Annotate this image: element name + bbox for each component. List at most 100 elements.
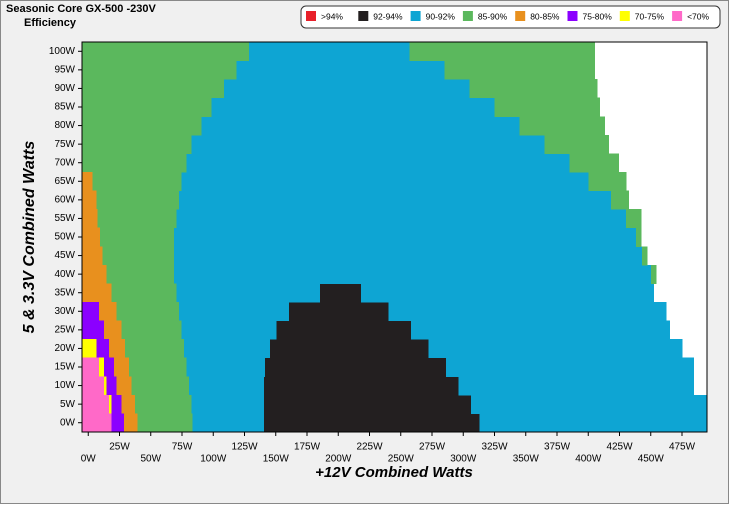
y-tick-label: 20W bbox=[54, 343, 75, 354]
region-cell bbox=[82, 264, 107, 284]
region-cell bbox=[200, 116, 520, 136]
legend-swatch bbox=[462, 11, 473, 21]
region-cell bbox=[82, 227, 100, 247]
region-cell bbox=[650, 264, 657, 284]
legend-label: 92-94% bbox=[373, 11, 403, 21]
region-cell bbox=[123, 413, 138, 433]
chart-title: Seasonic Core GX-500 -230V bbox=[6, 3, 156, 15]
region-cell bbox=[319, 283, 362, 303]
region-cell bbox=[263, 413, 480, 433]
region-cell bbox=[99, 227, 174, 247]
region-cell bbox=[105, 264, 174, 284]
y-tick-label: 40W bbox=[54, 269, 75, 280]
region-cell bbox=[445, 357, 694, 377]
y-tick-label: 15W bbox=[54, 362, 75, 373]
y-tick-label: 75W bbox=[54, 139, 75, 150]
legend-box bbox=[300, 5, 721, 29]
region-cell bbox=[569, 153, 619, 173]
region-cell bbox=[625, 209, 642, 229]
region-cell bbox=[190, 134, 545, 154]
y-tick-label: 65W bbox=[54, 176, 75, 187]
region-cell bbox=[519, 116, 605, 136]
region-cell bbox=[82, 79, 224, 99]
y-tick-label: 85W bbox=[54, 102, 75, 113]
region-cell bbox=[173, 246, 643, 266]
y-tick-label: 0W bbox=[60, 417, 76, 428]
region-cell bbox=[82, 339, 97, 359]
region-cell bbox=[82, 116, 202, 136]
region-cell bbox=[269, 339, 429, 359]
region-cell bbox=[173, 227, 637, 247]
region-cell bbox=[82, 283, 112, 303]
x-tick-label: 300W bbox=[450, 454, 477, 465]
region-cell bbox=[263, 376, 459, 396]
region-cell bbox=[175, 209, 627, 229]
region-cell bbox=[188, 376, 264, 396]
y-tick-label: 60W bbox=[54, 194, 75, 205]
region-cell bbox=[137, 413, 193, 433]
x-tick-label: 150W bbox=[263, 454, 290, 465]
y-tick-label: 30W bbox=[54, 306, 75, 317]
legend-label: 75-80% bbox=[583, 11, 613, 21]
region-cell bbox=[444, 60, 595, 80]
region-cell bbox=[82, 376, 104, 396]
x-tick-label: 200W bbox=[325, 454, 352, 465]
region-cell bbox=[95, 339, 109, 359]
region-cell bbox=[97, 209, 177, 229]
legend-label: >94% bbox=[321, 11, 343, 21]
region-cell bbox=[82, 320, 104, 340]
region-cell bbox=[192, 413, 264, 433]
legend-label: <70% bbox=[687, 11, 709, 21]
x-tick-label: 100W bbox=[200, 454, 227, 465]
region-cell bbox=[178, 190, 612, 210]
y-tick-label: 95W bbox=[54, 64, 75, 75]
x-tick-label: 125W bbox=[231, 442, 258, 453]
x-tick-label: 375W bbox=[544, 442, 571, 453]
region-cell bbox=[82, 302, 99, 322]
x-tick-label: 0W bbox=[81, 454, 97, 465]
region-cell bbox=[82, 394, 109, 414]
region-cell bbox=[82, 190, 97, 210]
region-cell bbox=[635, 227, 642, 247]
legend-label: 85-90% bbox=[478, 11, 508, 21]
x-tick-label: 325W bbox=[481, 442, 508, 453]
y-tick-label: 35W bbox=[54, 287, 75, 298]
x-tick-label: 250W bbox=[388, 454, 415, 465]
region-cell bbox=[110, 413, 124, 433]
region-cell bbox=[223, 79, 470, 99]
region-cell bbox=[185, 153, 570, 173]
region-cell bbox=[82, 172, 93, 192]
region-cell bbox=[210, 97, 495, 117]
region-cell bbox=[263, 394, 472, 414]
region-cell bbox=[113, 357, 129, 377]
region-cell bbox=[479, 413, 707, 433]
region-cell bbox=[458, 376, 694, 396]
y-axis-label: 5 & 3.3V Combined Watts bbox=[21, 141, 38, 334]
region-cell bbox=[82, 209, 98, 229]
region-cell bbox=[95, 190, 179, 210]
legend-swatch bbox=[515, 11, 526, 21]
y-tick-label: 45W bbox=[54, 250, 75, 261]
region-cell bbox=[82, 153, 187, 173]
region-cell bbox=[110, 394, 122, 414]
y-tick-label: 50W bbox=[54, 232, 75, 243]
region-cell bbox=[388, 302, 667, 322]
x-axis-label: +12V Combined Watts bbox=[315, 464, 473, 481]
x-tick-label: 75W bbox=[172, 442, 193, 453]
region-cell bbox=[82, 134, 192, 154]
x-tick-label: 175W bbox=[294, 442, 321, 453]
region-cell bbox=[108, 394, 112, 414]
y-tick-label: 5W bbox=[60, 399, 76, 410]
x-tick-label: 225W bbox=[356, 442, 383, 453]
region-cell bbox=[428, 339, 683, 359]
region-cell bbox=[82, 246, 103, 266]
region-cell bbox=[120, 394, 135, 414]
region-cell bbox=[82, 97, 212, 117]
y-tick-label: 10W bbox=[54, 380, 75, 391]
legend-swatch bbox=[306, 11, 316, 21]
region-cell bbox=[108, 339, 125, 359]
region-cell bbox=[469, 79, 598, 99]
legend-swatch bbox=[619, 11, 630, 21]
